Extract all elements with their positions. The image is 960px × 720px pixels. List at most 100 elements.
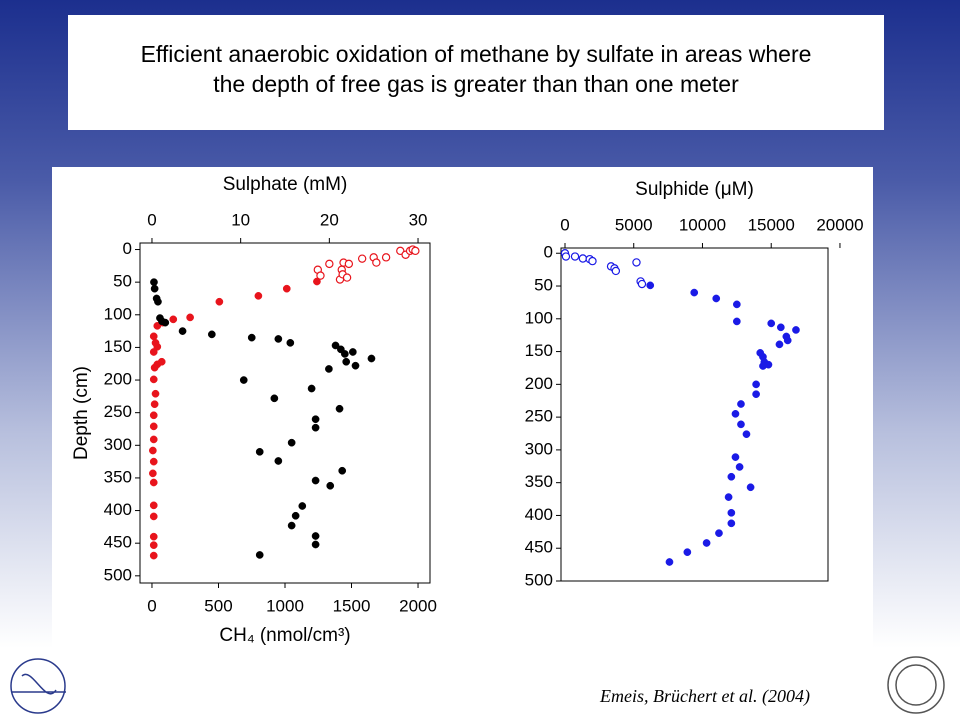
point: [776, 323, 785, 332]
point: [149, 375, 158, 384]
point: [727, 472, 736, 481]
y-tick-label: 50: [113, 272, 132, 291]
point: [637, 279, 647, 289]
point: [737, 420, 745, 429]
point: [632, 258, 641, 267]
point: [169, 315, 178, 324]
point: [742, 430, 751, 439]
point: [325, 259, 334, 269]
point: [411, 246, 420, 256]
point: [247, 333, 256, 342]
point: [372, 258, 381, 267]
point: [149, 422, 158, 431]
x-tick-label: 1000: [266, 596, 304, 615]
y-tick-label: 0: [123, 239, 132, 258]
point: [186, 313, 194, 322]
point: [326, 481, 335, 490]
point: [746, 483, 755, 492]
point: [150, 284, 159, 293]
point: [731, 409, 740, 418]
point: [646, 281, 655, 290]
point: [351, 361, 360, 370]
point: [732, 300, 741, 309]
point: [737, 400, 745, 408]
x2-tick-label: 20: [320, 210, 339, 229]
point: [149, 478, 158, 487]
y-tick-label: 500: [525, 570, 553, 589]
point: [712, 294, 721, 303]
point: [178, 327, 187, 335]
point: [367, 354, 376, 363]
point: [149, 348, 158, 356]
point: [149, 446, 157, 455]
point: [274, 335, 283, 343]
x2-tick-label: 0: [560, 215, 569, 234]
y-tick-label: 350: [525, 472, 553, 491]
point: [792, 326, 800, 334]
y-tick-label: 450: [104, 533, 132, 552]
point: [286, 338, 295, 347]
point: [752, 390, 760, 399]
plot-frame: [560, 247, 829, 582]
point: [732, 317, 741, 326]
plot-frame: [139, 242, 431, 584]
point: [783, 336, 792, 345]
point: [570, 252, 580, 261]
x2-tick-label: 20000: [816, 215, 863, 234]
point: [254, 292, 263, 300]
x-tick-label: 1500: [333, 596, 371, 615]
point: [150, 363, 159, 372]
x2-tick-label: 10000: [679, 215, 726, 234]
point: [561, 252, 571, 261]
y-tick-label: 500: [104, 565, 132, 584]
point: [149, 332, 158, 341]
y-tick-label: 250: [525, 407, 553, 426]
point: [311, 532, 320, 540]
y-tick-label: 400: [104, 500, 132, 519]
point: [307, 384, 316, 393]
logo-left: [10, 658, 66, 714]
y-tick-label: 300: [104, 435, 132, 454]
point: [727, 519, 736, 528]
x-tick-label: 0: [147, 596, 156, 615]
y-tick-label: 150: [104, 337, 132, 356]
point: [149, 532, 158, 541]
point: [690, 288, 699, 297]
point: [344, 259, 354, 269]
point: [611, 266, 621, 276]
title-line: Efficient anaerobic oxidation of methane…: [140, 41, 812, 67]
citation: Emeis, Brüchert et al. (2004): [600, 686, 810, 706]
point: [149, 541, 158, 549]
point: [325, 365, 333, 373]
point: [702, 539, 711, 547]
x2-tick-label: 0: [147, 210, 156, 229]
point: [149, 551, 158, 560]
point: [150, 400, 159, 409]
y-tick-label: 150: [525, 341, 553, 360]
point: [764, 360, 773, 369]
point: [287, 438, 296, 447]
point: [291, 511, 300, 520]
point: [287, 521, 296, 530]
point: [255, 447, 264, 456]
point: [348, 348, 357, 356]
point: [207, 330, 216, 339]
x2-axis-label: Sulphide (μM): [635, 179, 754, 200]
point: [149, 435, 158, 444]
y-tick-label: 200: [104, 370, 132, 389]
point: [665, 558, 674, 566]
point: [338, 466, 347, 475]
x2-tick-label: 30: [409, 210, 428, 229]
point: [149, 512, 158, 521]
point: [215, 297, 224, 306]
title-box: Efficient anaerobic oxidation of methane…: [68, 15, 884, 130]
y-tick-label: 300: [525, 439, 553, 458]
point: [342, 357, 351, 366]
point: [298, 502, 307, 510]
logo-right: [887, 656, 945, 714]
y-tick-label: 350: [104, 467, 132, 486]
y-tick-label: 100: [525, 308, 553, 327]
x-axis-label: CH₄ (nmol/cm³): [219, 625, 350, 646]
